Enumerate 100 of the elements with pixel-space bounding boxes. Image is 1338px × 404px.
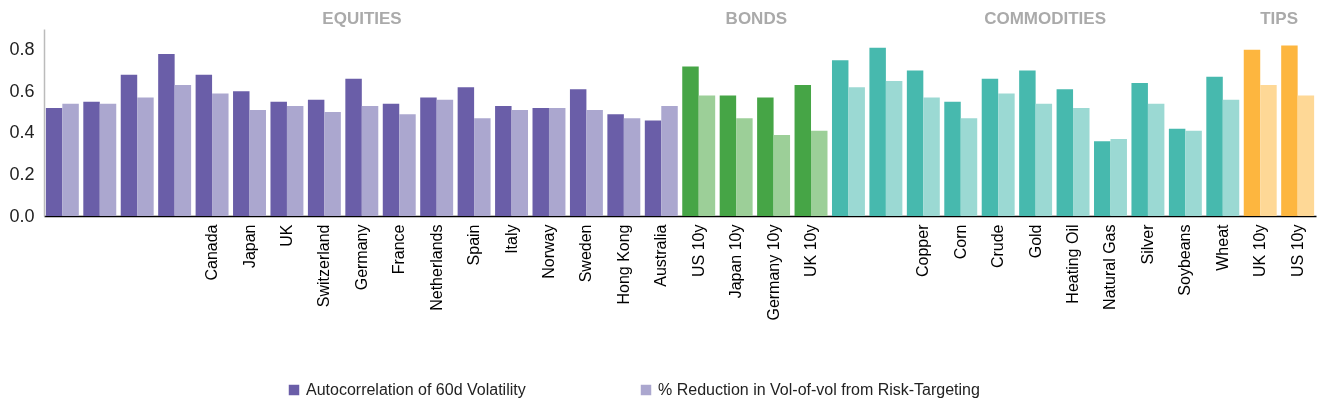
bar — [1131, 83, 1148, 216]
bar — [923, 97, 940, 216]
bar — [233, 91, 250, 216]
bar — [436, 99, 454, 216]
bar — [1297, 95, 1315, 216]
bar — [698, 95, 716, 216]
x-tick-label: UK 10y — [1251, 224, 1269, 277]
bar — [831, 60, 849, 216]
bar — [1260, 85, 1277, 216]
bar — [869, 47, 886, 216]
y-tick-label: 0.8 — [9, 39, 35, 60]
bar — [794, 85, 812, 216]
bar — [120, 74, 138, 216]
x-tick-label: Silver — [1138, 223, 1156, 265]
bar — [1056, 89, 1074, 216]
bar — [981, 78, 999, 216]
x-tick-label: Soybeans — [1176, 224, 1194, 296]
bar — [960, 118, 978, 216]
bar — [195, 74, 213, 216]
bar — [158, 53, 175, 216]
bar — [623, 118, 641, 216]
bar — [586, 110, 603, 216]
bar — [885, 80, 903, 216]
bar — [1206, 76, 1223, 216]
text: COMMODITIES — [984, 9, 1106, 28]
bar — [382, 103, 400, 216]
bar — [719, 95, 737, 216]
bar — [249, 110, 266, 216]
bar — [420, 97, 437, 216]
bar — [62, 103, 79, 216]
x-tick-label: UK 10y — [802, 224, 820, 277]
bar — [457, 87, 475, 216]
legend-label: Autocorrelation of 60d Volatility — [306, 381, 526, 398]
x-tick-label: Corn — [951, 224, 969, 260]
x-tick-label: Japan — [240, 224, 258, 269]
bar — [848, 87, 865, 216]
bar — [569, 89, 587, 216]
x-tick-label: Japan 10y — [727, 224, 745, 299]
bar — [1019, 70, 1036, 216]
x-tick-label: Germany — [352, 224, 370, 291]
bar — [99, 103, 117, 216]
bar — [998, 93, 1015, 216]
x-tick-label: Germany 10y — [764, 224, 782, 321]
text: TIPS — [1260, 9, 1299, 28]
bar — [345, 78, 362, 216]
x-tick-label: Heating Oil — [1064, 224, 1082, 304]
bar — [736, 118, 753, 216]
x-tick-label: Sweden — [577, 224, 595, 283]
bar — [757, 97, 774, 216]
bar — [399, 114, 416, 216]
y-tick-label: 0.6 — [9, 80, 35, 101]
bar — [324, 112, 341, 216]
bar — [137, 97, 154, 216]
x-tick-label: Copper — [914, 223, 932, 277]
bar — [83, 101, 100, 216]
x-tick-label: Wheat — [1213, 223, 1231, 271]
text: BONDS — [725, 9, 788, 28]
x-tick-label: Spain — [465, 224, 483, 266]
x-tick-label: Natural Gas — [1101, 224, 1119, 310]
bar — [1168, 128, 1186, 216]
bar — [1147, 103, 1165, 216]
bar — [212, 93, 229, 216]
x-tick-label: Italy — [502, 224, 520, 254]
bar — [474, 118, 491, 216]
bar — [270, 101, 287, 216]
bar — [1185, 130, 1202, 216]
x-tick-label: Netherlands — [427, 224, 445, 311]
bar — [1110, 139, 1127, 216]
bar — [661, 105, 678, 216]
bar — [811, 130, 828, 216]
bar — [286, 105, 304, 216]
x-tick-label: Gold — [1026, 224, 1044, 259]
x-tick-label: UK — [277, 224, 295, 247]
x-tick-label: US 10y — [689, 224, 707, 277]
bar — [644, 120, 662, 216]
bar — [532, 107, 549, 216]
y-tick-label: 0.2 — [9, 163, 35, 184]
bar — [361, 105, 379, 216]
bar — [1035, 103, 1053, 216]
x-tick-label: Hong Kong — [614, 224, 632, 305]
bar — [307, 99, 325, 216]
x-tick-label: Canada — [203, 224, 221, 281]
bar — [511, 110, 529, 216]
bar — [607, 114, 624, 216]
bar — [45, 107, 63, 216]
bar — [1073, 107, 1090, 216]
bar — [682, 66, 699, 216]
x-tick-label: Australia — [652, 224, 670, 287]
text: EQUITIES — [322, 9, 402, 28]
bar — [1281, 45, 1298, 216]
x-tick-label: Crude — [989, 224, 1007, 269]
y-tick-label: 0.4 — [9, 122, 35, 143]
y-tick-label: 0.0 — [9, 205, 35, 226]
bar — [495, 105, 512, 216]
x-tick-label: Switzerland — [315, 224, 333, 308]
legend-label: % Reduction in Vol-of-vol from Risk-Targeting — [658, 381, 980, 398]
bar — [944, 101, 961, 216]
bar — [548, 107, 566, 216]
bar — [906, 70, 924, 216]
x-tick-label: US 10y — [1288, 224, 1306, 277]
